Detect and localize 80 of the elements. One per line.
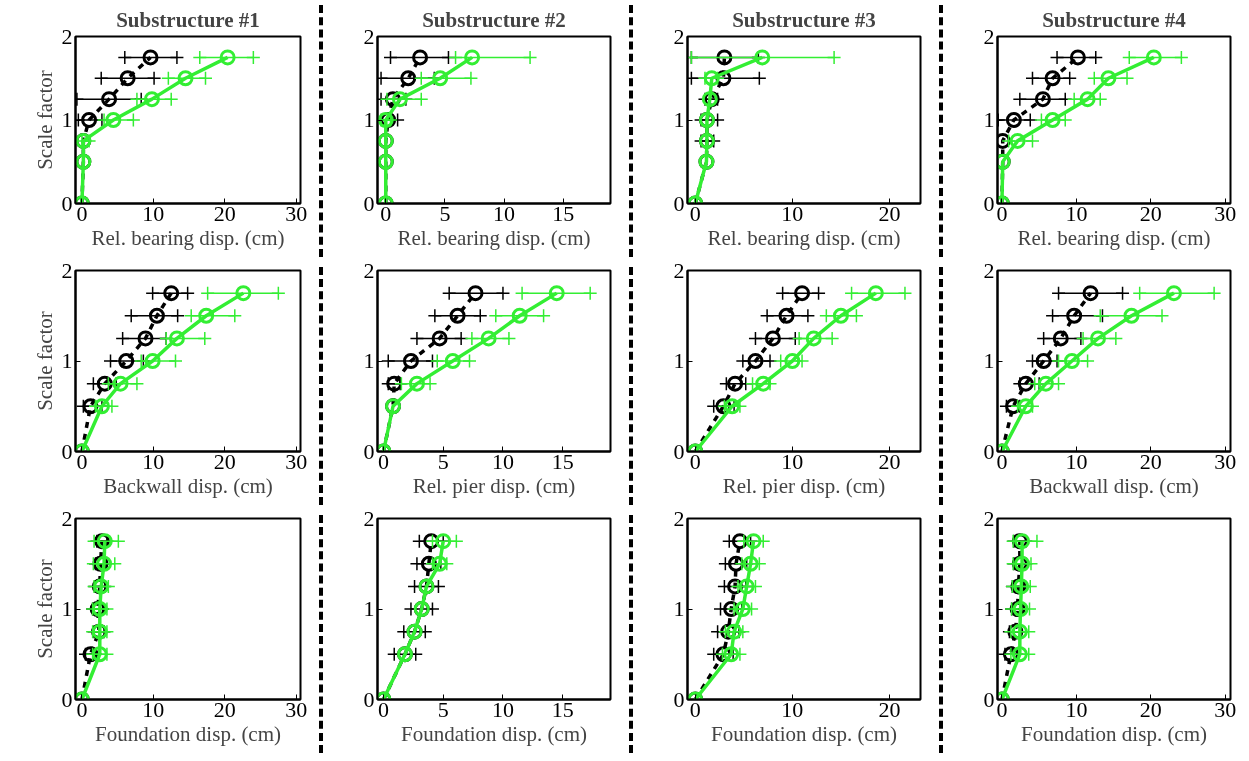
y-tick-label: 1 <box>983 596 995 621</box>
x-tick-label: 30 <box>1214 200 1237 226</box>
x-axis-title: Foundation disp. (cm) <box>400 721 588 746</box>
y-tick-label: 1 <box>363 596 375 621</box>
x-tick-label: 0 <box>689 448 701 474</box>
x-tick-label: 10 <box>1065 200 1088 226</box>
x-tick-label: 0 <box>380 200 392 226</box>
x-axis-title: Backwall disp. (cm) <box>103 473 273 498</box>
x-tick-label: 10 <box>142 200 165 226</box>
y-tick-label: 2 <box>983 505 995 531</box>
y-tick-label: 2 <box>673 23 685 49</box>
x-tick-label: 10 <box>781 200 804 226</box>
x-tick-label: 5 <box>437 696 449 722</box>
x-tick-label: 30 <box>285 696 308 722</box>
y-axis-title: Scale factor <box>32 70 57 170</box>
x-tick-label: 20 <box>213 200 236 226</box>
y-tick-label: 1 <box>61 107 73 132</box>
y-tick-label: 1 <box>673 348 685 373</box>
y-tick-label: 2 <box>61 505 73 531</box>
chart-title: Substructure #2 <box>422 7 566 32</box>
x-tick-label: 20 <box>213 448 236 474</box>
x-tick-label: 10 <box>491 696 514 722</box>
x-tick-label: 30 <box>1214 448 1237 474</box>
x-tick-label: 10 <box>142 448 165 474</box>
x-tick-label: 20 <box>878 448 901 474</box>
x-tick-label: 15 <box>551 696 574 722</box>
y-tick-label: 1 <box>61 348 73 373</box>
y-tick-label: 2 <box>673 257 685 283</box>
x-tick-label: 0 <box>689 200 701 226</box>
x-tick-label: 10 <box>491 448 514 474</box>
x-tick-label: 30 <box>285 200 308 226</box>
x-tick-label: 10 <box>1065 696 1088 722</box>
x-axis-title: Rel. bearing disp. (cm) <box>707 225 901 250</box>
x-tick-label: 5 <box>439 200 451 226</box>
y-tick-label: 2 <box>983 23 995 49</box>
x-axis-title: Foundation disp. (cm) <box>94 721 282 746</box>
y-tick-label: 2 <box>363 23 375 49</box>
x-tick-label: 20 <box>878 200 901 226</box>
x-tick-label: 20 <box>1139 448 1162 474</box>
x-tick-label: 30 <box>285 448 308 474</box>
y-tick-label: 1 <box>983 107 995 132</box>
x-tick-label: 5 <box>437 448 449 474</box>
x-tick-label: 15 <box>551 448 574 474</box>
x-tick-label: 10 <box>781 696 804 722</box>
x-tick-label: 20 <box>213 696 236 722</box>
chart-title: Substructure #3 <box>732 7 876 32</box>
x-tick-label: 10 <box>781 448 804 474</box>
x-tick-label: 15 <box>552 200 575 226</box>
y-axis-title: Scale factor <box>32 559 57 659</box>
y-tick-label: 1 <box>363 348 375 373</box>
x-axis-title: Foundation disp. (cm) <box>710 721 898 746</box>
x-axis-title: Rel. pier disp. (cm) <box>722 473 886 498</box>
chart-title: Substructure #4 <box>1042 7 1187 32</box>
x-tick-label: 20 <box>1139 200 1162 226</box>
x-tick-label: 0 <box>689 696 701 722</box>
x-tick-label: 10 <box>493 200 516 226</box>
y-tick-label: 1 <box>673 107 685 132</box>
y-tick-label: 2 <box>983 257 995 283</box>
x-axis-title: Rel. bearing disp. (cm) <box>1017 225 1211 250</box>
y-tick-label: 1 <box>363 107 375 132</box>
x-tick-label: 10 <box>142 696 165 722</box>
y-tick-label: 1 <box>673 596 685 621</box>
x-axis-title: Rel. pier disp. (cm) <box>412 473 576 498</box>
y-tick-label: 2 <box>673 505 685 531</box>
y-tick-label: 2 <box>61 257 73 283</box>
x-tick-label: 20 <box>1139 696 1162 722</box>
y-tick-label: 2 <box>61 23 73 49</box>
x-tick-label: 10 <box>1065 448 1088 474</box>
x-axis-title: Foundation disp. (cm) <box>1020 721 1208 746</box>
chart-title: Substructure #1 <box>116 7 260 32</box>
x-axis-title: Backwall disp. (cm) <box>1029 473 1199 498</box>
x-axis-title: Rel. bearing disp. (cm) <box>91 225 285 250</box>
x-axis-title: Rel. bearing disp. (cm) <box>397 225 591 250</box>
y-tick-label: 2 <box>363 505 375 531</box>
y-tick-label: 2 <box>363 257 375 283</box>
x-tick-label: 30 <box>1214 696 1237 722</box>
y-tick-label: 1 <box>983 348 995 373</box>
y-axis-title: Scale factor <box>32 311 57 411</box>
y-tick-label: 1 <box>61 596 73 621</box>
x-tick-label: 20 <box>878 696 901 722</box>
